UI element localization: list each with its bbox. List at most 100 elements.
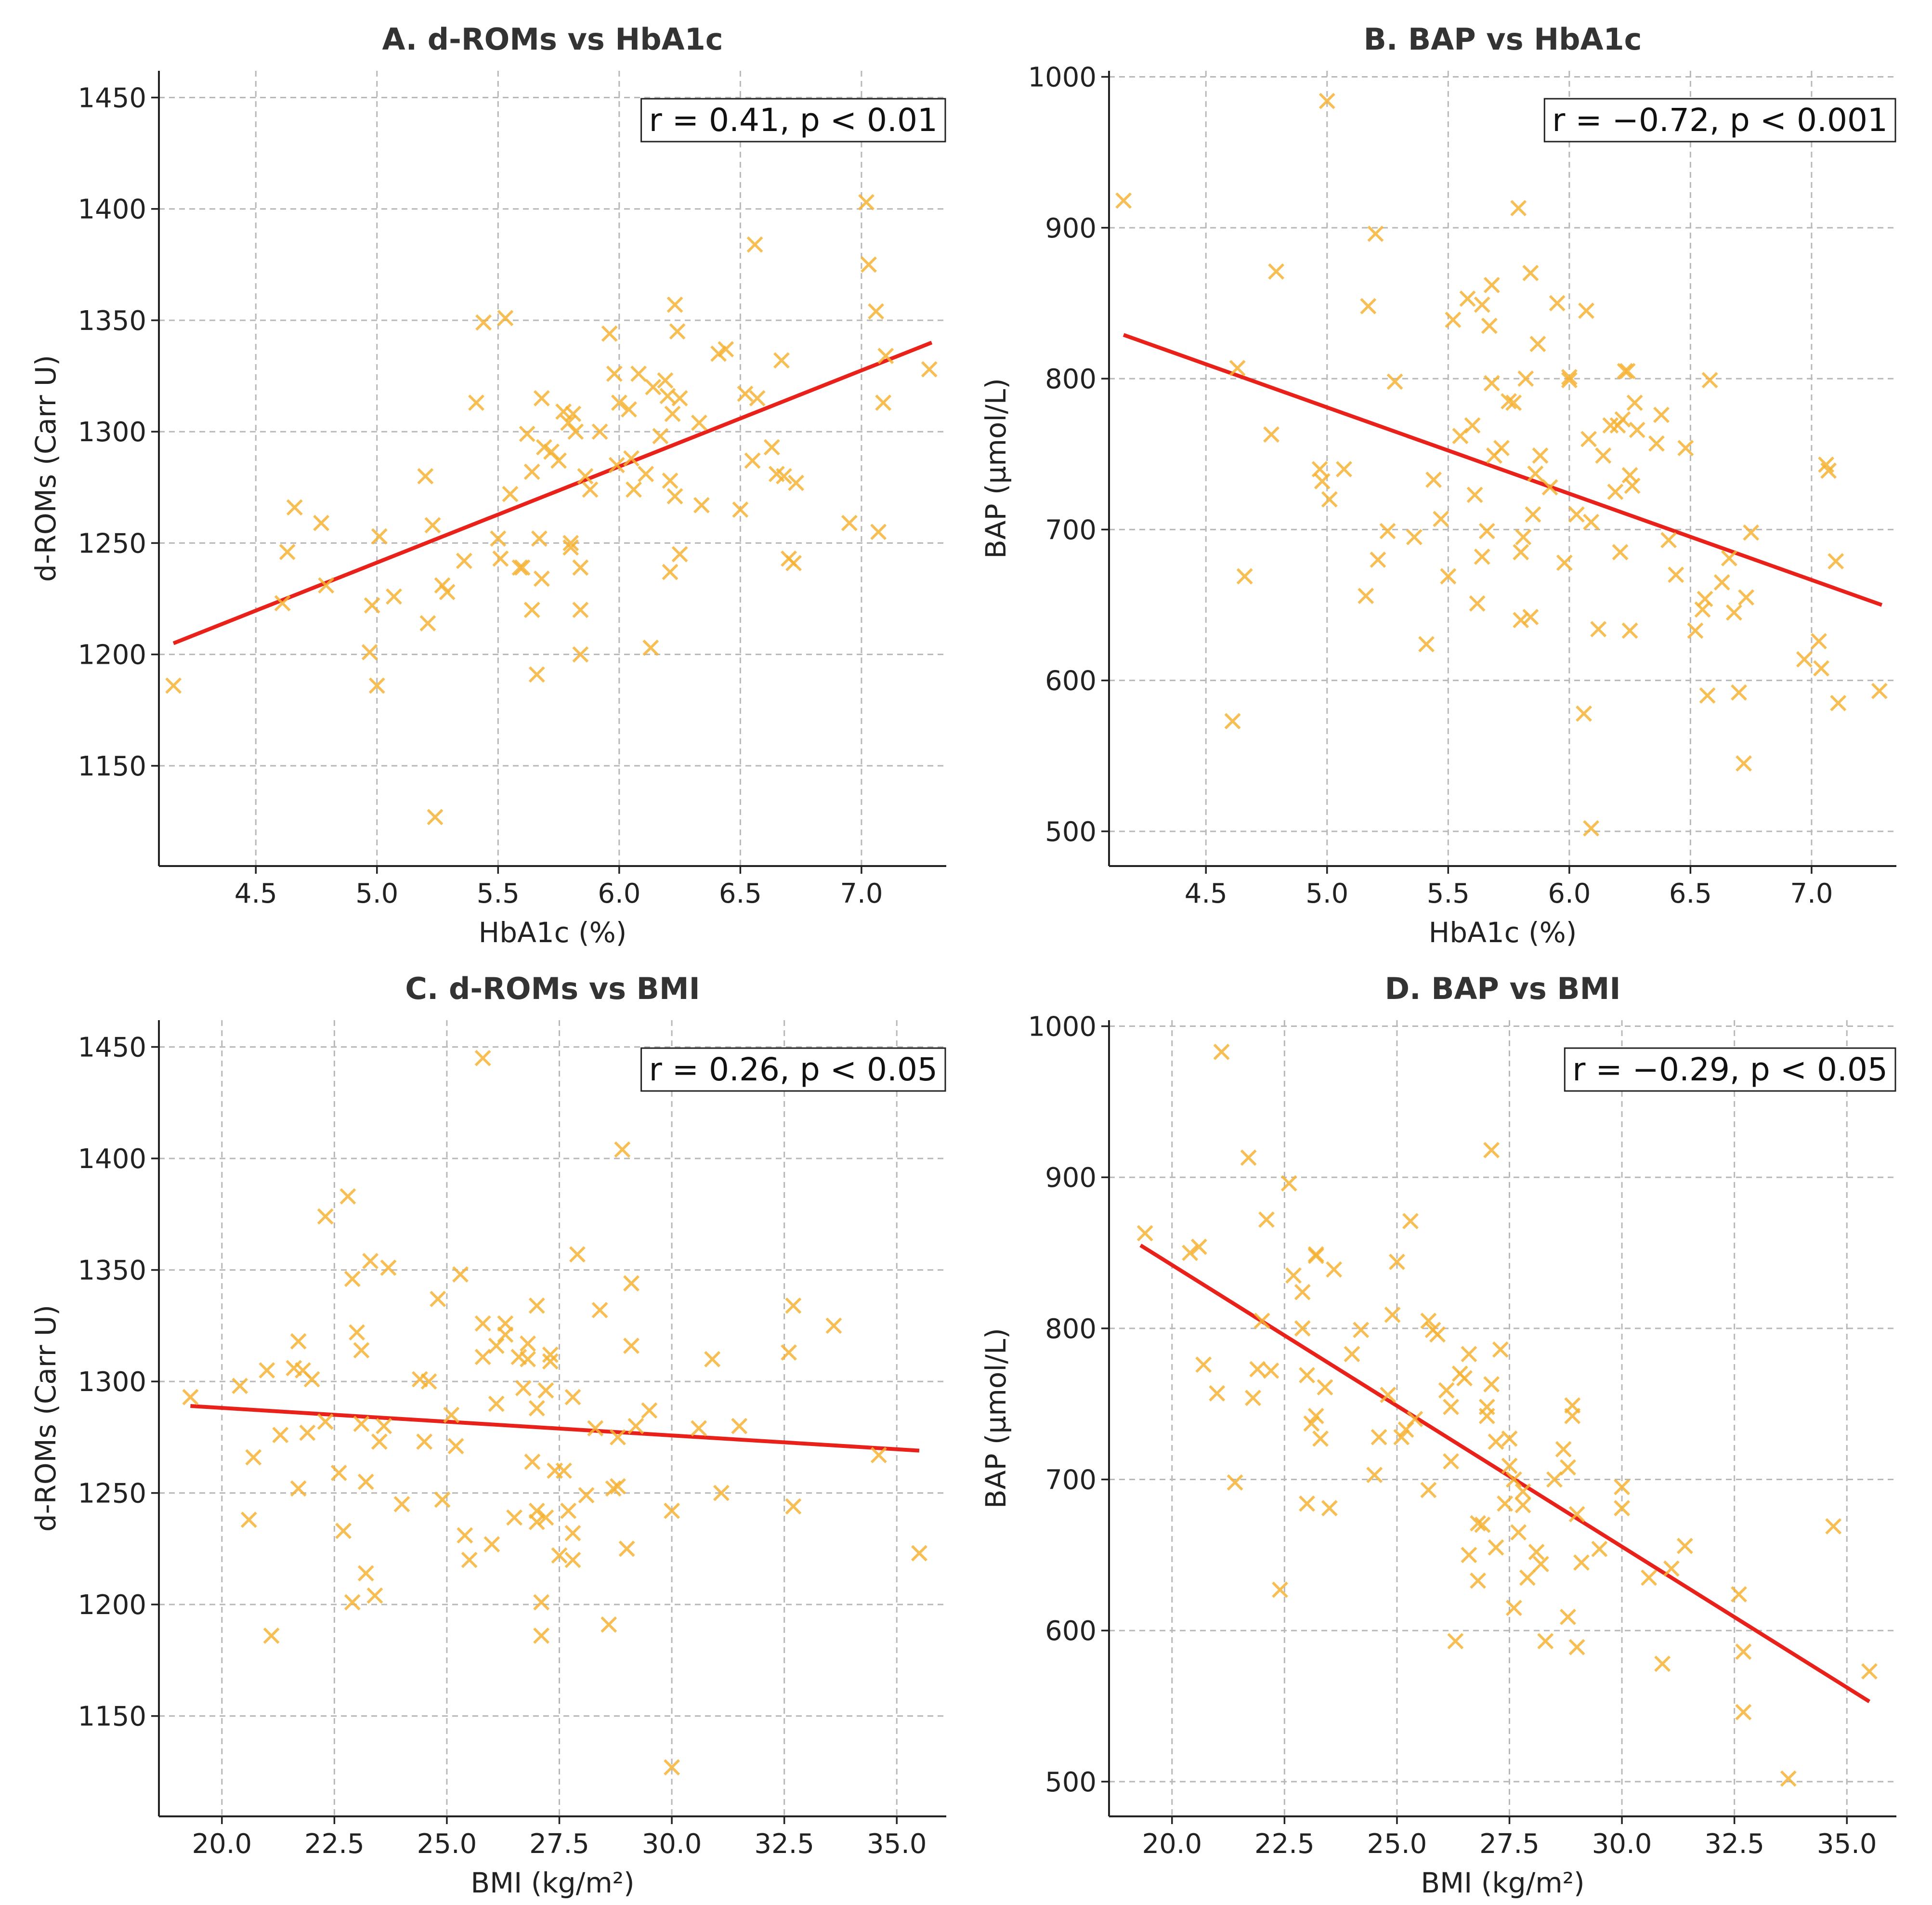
panel-a-point-78 bbox=[749, 390, 766, 407]
panel-c-point-23 bbox=[357, 1565, 374, 1582]
panel-c-point-71 bbox=[564, 1551, 581, 1568]
panel-b-point-14 bbox=[1370, 552, 1386, 568]
panel-d-point-60 bbox=[1492, 1341, 1509, 1358]
panel-a-point-44 bbox=[572, 646, 589, 663]
panel-b: 4.5 5.0 5.5 6.0 6.5 7.0 500 600 700 800 900 1000 B.… bbox=[979, 22, 1896, 949]
panel-a-point-84 bbox=[785, 555, 802, 571]
panel-c-y-tick-label-4: 1350 bbox=[78, 1255, 146, 1287]
panel-b-x-tick-label-1: 5.0 bbox=[1305, 878, 1348, 909]
panel-a-point-55 bbox=[630, 366, 647, 382]
panel-b-point-46 bbox=[1527, 465, 1544, 482]
panel-d-point-26 bbox=[1321, 1500, 1338, 1517]
panel-b-point-76 bbox=[1660, 532, 1677, 549]
panel-c-point-63 bbox=[542, 1346, 559, 1363]
panel-c-point-74 bbox=[587, 1420, 604, 1437]
panel-d-point-13 bbox=[1272, 1581, 1288, 1598]
panel-a-point-91 bbox=[875, 394, 892, 411]
panel-a-point-85 bbox=[788, 474, 805, 491]
panel-d-point-43 bbox=[1438, 1382, 1455, 1399]
panel-a-x-tick-label-3: 6.0 bbox=[598, 878, 640, 909]
panel-b-point-68 bbox=[1619, 363, 1636, 380]
panel-a-point-59 bbox=[652, 428, 669, 445]
panel-a-point-48 bbox=[601, 325, 618, 342]
panel-a-point-17 bbox=[456, 552, 472, 569]
panel-a-point-75 bbox=[737, 385, 754, 402]
panel-b-point-0 bbox=[1115, 192, 1132, 209]
panel-c-point-97 bbox=[911, 1545, 927, 1562]
panel-b-point-38 bbox=[1510, 200, 1527, 217]
panel-d: 20.0 22.5 25.0 27.5 30.0 32.5 35.0 500 600 700 800… bbox=[979, 971, 1896, 1899]
panel-d-point-75 bbox=[1560, 1459, 1576, 1476]
panel-d-point-85 bbox=[1641, 1569, 1658, 1586]
panel-d-point-86 bbox=[1654, 1655, 1671, 1672]
panel-b-point-30 bbox=[1478, 523, 1495, 539]
panel-d-x-tick-label-2: 25.0 bbox=[1367, 1828, 1427, 1860]
panel-b-point-41 bbox=[1515, 529, 1532, 545]
panel-a-point-29 bbox=[528, 666, 545, 683]
panel-b-point-47 bbox=[1529, 336, 1546, 352]
panel-a-point-43 bbox=[572, 602, 589, 618]
panel-b-point-11 bbox=[1358, 588, 1374, 604]
panel-a: 4.5 5.0 5.5 6.0 6.5 7.0 1150 1200 1250 1300 1350 14… bbox=[29, 22, 946, 949]
panel-b-point-1 bbox=[1224, 713, 1241, 730]
panel-d-point-15 bbox=[1285, 1267, 1302, 1284]
panel-c-y-axis-label: d-ROMs (Carr U) bbox=[29, 1305, 62, 1532]
panel-d-point-90 bbox=[1735, 1643, 1752, 1660]
panel-a-point-19 bbox=[475, 314, 492, 331]
panel-b-point-75 bbox=[1653, 407, 1670, 423]
panel-a-grid bbox=[159, 71, 946, 866]
panel-b-point-51 bbox=[1556, 554, 1573, 571]
panel-d-point-2 bbox=[1190, 1238, 1207, 1255]
panel-a-point-8 bbox=[368, 677, 385, 694]
panel-c-point-87 bbox=[664, 1502, 680, 1519]
panel-b-ticks: 4.5 5.0 5.5 6.0 6.5 7.0 500 600 700 800 900 1000 bbox=[1028, 62, 1833, 909]
panel-a-points bbox=[165, 194, 938, 826]
panel-b-point-88 bbox=[1736, 755, 1752, 772]
panel-c-point-36 bbox=[447, 1438, 464, 1455]
panel-b-x-tick-label-2: 5.5 bbox=[1427, 878, 1470, 909]
panel-a-point-50 bbox=[608, 457, 625, 473]
panel-d-point-56 bbox=[1483, 1142, 1500, 1158]
panel-d-point-57 bbox=[1483, 1376, 1500, 1393]
panel-a-point-73 bbox=[718, 341, 734, 358]
panel-b-point-4 bbox=[1263, 426, 1280, 443]
panel-c-point-59 bbox=[533, 1628, 550, 1644]
panel-d-point-71 bbox=[1532, 1556, 1549, 1573]
panel-c-point-95 bbox=[825, 1317, 842, 1334]
panel-a-point-4 bbox=[313, 514, 330, 531]
panel-d-point-14 bbox=[1280, 1175, 1297, 1192]
panel-d-title: D. BAP vs BMI bbox=[1385, 971, 1621, 1006]
panel-a-point-31 bbox=[533, 570, 550, 587]
panel-a-x-tick-label-1: 5.0 bbox=[355, 878, 398, 909]
panel-d-point-29 bbox=[1353, 1322, 1370, 1338]
panel-b-point-36 bbox=[1501, 393, 1517, 410]
panel-c-point-44 bbox=[483, 1536, 500, 1553]
panel-d-point-11 bbox=[1258, 1211, 1275, 1228]
panel-d-point-7 bbox=[1240, 1149, 1257, 1166]
panel-a-point-0 bbox=[165, 677, 182, 694]
panel-a-point-62 bbox=[662, 472, 679, 489]
panel-a-x-tick-label-0: 4.5 bbox=[235, 878, 277, 909]
panel-c-x-tick-label-6: 35.0 bbox=[867, 1828, 927, 1860]
panel-d-point-74 bbox=[1555, 1441, 1572, 1458]
panel-c-point-85 bbox=[641, 1402, 658, 1419]
panel-a-y-tick-label-5: 1400 bbox=[78, 194, 146, 225]
panel-c-point-89 bbox=[704, 1351, 721, 1367]
panel-b-point-29 bbox=[1474, 296, 1490, 313]
panel-d-x-tick-label-3: 27.5 bbox=[1479, 1828, 1540, 1860]
panel-d-point-78 bbox=[1564, 1407, 1581, 1424]
panel-d-point-20 bbox=[1303, 1415, 1320, 1432]
panel-c-point-55 bbox=[528, 1297, 545, 1314]
panel-c-point-8 bbox=[290, 1333, 307, 1350]
panel-b-point-67 bbox=[1617, 363, 1633, 380]
panel-d-y-tick-label-0: 500 bbox=[1045, 1767, 1097, 1798]
panel-c-point-93 bbox=[785, 1297, 802, 1314]
panel-d-point-40 bbox=[1420, 1313, 1437, 1329]
panel-d-point-65 bbox=[1505, 1471, 1522, 1488]
panel-a-y-tick-label-0: 1150 bbox=[78, 751, 146, 782]
panel-d-annotation-box bbox=[1564, 1047, 1896, 1092]
panel-b-point-3 bbox=[1236, 568, 1253, 585]
panel-b-point-89 bbox=[1738, 589, 1755, 606]
panel-c-point-19 bbox=[344, 1271, 361, 1288]
panel-a-point-68 bbox=[671, 546, 688, 563]
